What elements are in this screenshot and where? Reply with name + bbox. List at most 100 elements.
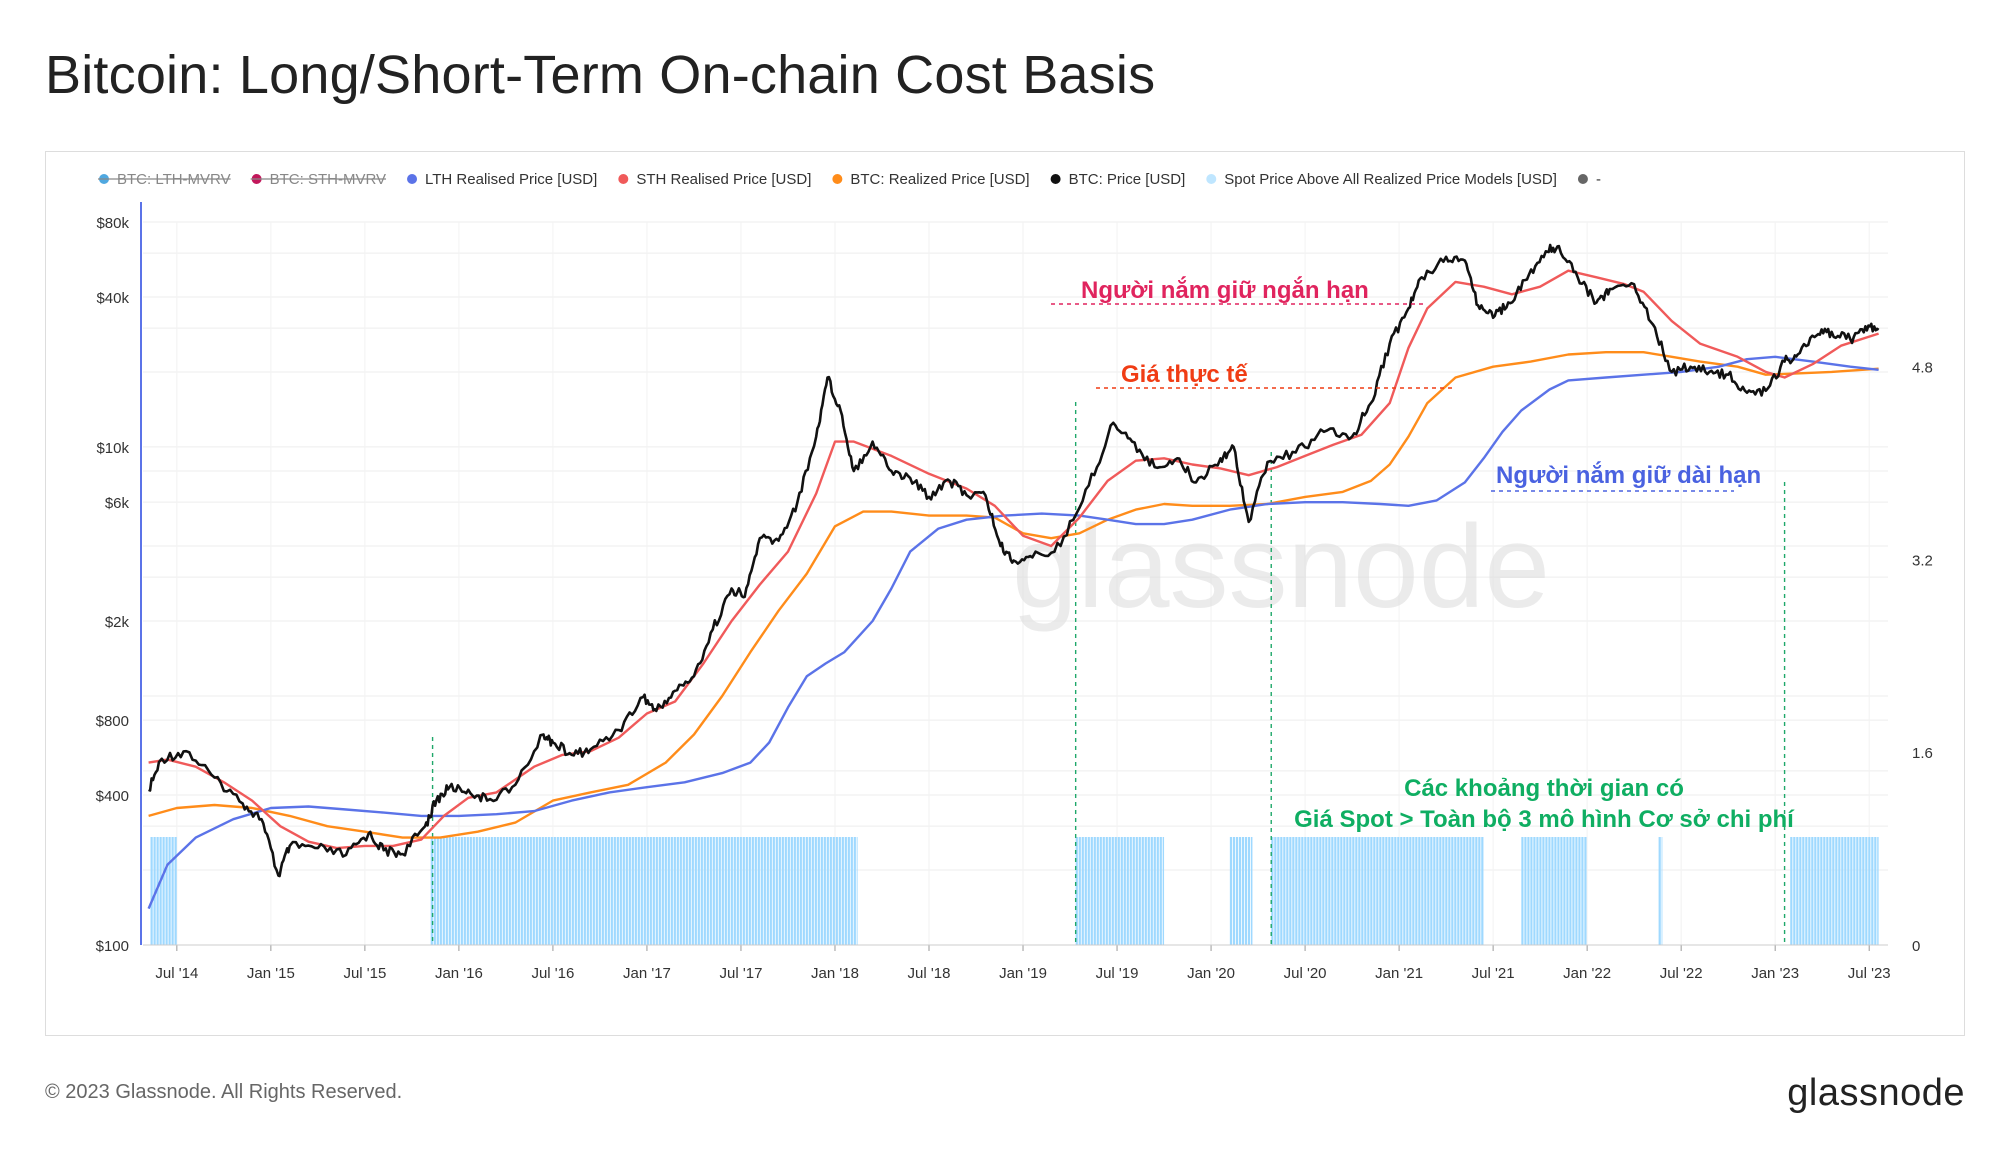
spot-above-stripe xyxy=(517,837,520,945)
spot-above-stripe xyxy=(1469,837,1472,945)
legend-dot xyxy=(1206,174,1217,184)
spot-above-stripe xyxy=(1144,837,1147,945)
spot-above-stripe xyxy=(613,837,616,945)
spot-above-bar xyxy=(1075,837,1165,945)
spot-above-stripe xyxy=(1409,837,1412,945)
x-tick-label: Jul '15 xyxy=(343,965,386,982)
spot-above-stripe xyxy=(586,837,589,945)
spot-above-stripe xyxy=(805,837,808,945)
spot-above-stripe xyxy=(1120,837,1123,945)
spot-above-stripe xyxy=(1247,837,1251,945)
spot-above-stripe xyxy=(643,837,646,945)
x-tick-label: Jul '23 xyxy=(1848,965,1891,982)
spot-above-stripe xyxy=(736,837,739,945)
grid xyxy=(143,221,1888,946)
spot-above-stripe xyxy=(1364,837,1367,945)
lth-annotation: Người nắm giữ dài hạn xyxy=(1496,461,1761,489)
spot-above-bar xyxy=(1658,837,1663,945)
x-tick-label: Jul '18 xyxy=(908,965,951,982)
spot-above-stripe xyxy=(1337,837,1340,945)
spot-above-stripe xyxy=(1841,837,1844,945)
spot-above-stripe xyxy=(817,837,820,945)
y-tick-label: $80k xyxy=(96,215,129,232)
spot-above-stripe xyxy=(1162,837,1165,945)
spot-above-stripe xyxy=(1075,837,1078,945)
spot-above-stripe xyxy=(637,837,640,945)
legend[interactable]: BTC: LTH-MVRV BTC: STH-MVRV LTH Realised P… xyxy=(98,171,1601,188)
legend-item-7[interactable]: - xyxy=(1577,171,1601,188)
spot-above-stripe xyxy=(1111,837,1114,945)
spot-above-stripe xyxy=(1292,837,1295,945)
spot-above-stripe xyxy=(1280,837,1283,945)
spot-above-stripe xyxy=(1545,837,1548,945)
y-tick-label: $400 xyxy=(96,788,129,805)
glassnode-logo: glassnode xyxy=(1787,1072,1965,1114)
spot-above-stripe xyxy=(1859,837,1862,945)
spot-above-stripe xyxy=(1388,837,1391,945)
x-tick-label: Jan '21 xyxy=(1375,965,1423,982)
spot-above-stripe xyxy=(823,837,826,945)
spot-above-stripe xyxy=(1865,837,1868,945)
spot-above-stripe xyxy=(442,837,445,945)
y-tick-label: $2k xyxy=(105,614,130,631)
legend-item-6[interactable]: Spot Price Above All Realized Price Mode… xyxy=(1206,171,1557,188)
spot-above-stripe xyxy=(556,837,559,945)
legend-item-3[interactable]: STH Realised Price [USD] xyxy=(618,171,811,188)
legend-item-2[interactable]: LTH Realised Price [USD] xyxy=(407,171,597,188)
spot-above-stripe xyxy=(1123,837,1126,945)
spot-above-stripe xyxy=(547,837,550,945)
spot-above-stripe xyxy=(1394,837,1397,945)
legend-item-5[interactable]: BTC: Price [USD] xyxy=(1050,171,1186,188)
spot-above-stripe xyxy=(796,837,799,945)
periods-annotation-line1: Các khoảng thời gian có xyxy=(1404,775,1684,802)
spot-above-stripe xyxy=(685,837,688,945)
legend-item-4[interactable]: BTC: Realized Price [USD] xyxy=(832,171,1030,188)
spot-above-stripe xyxy=(826,837,829,945)
spot-above-stripe xyxy=(676,837,679,945)
spot-above-stripe xyxy=(174,837,177,945)
spot-above-stripe xyxy=(787,837,790,945)
spot-above-stripe xyxy=(793,837,796,945)
spot-above-stripe xyxy=(1334,837,1337,945)
spot-above-stripe xyxy=(508,837,511,945)
x-tick-label: Jan '16 xyxy=(435,965,483,982)
spot-above-stripe xyxy=(709,837,712,945)
spot-above-stripe xyxy=(835,837,838,945)
spot-above-stripe xyxy=(1871,837,1874,945)
spot-above-stripe xyxy=(1481,837,1484,945)
spot-above-stripe xyxy=(1802,837,1805,945)
spot-above-stripe xyxy=(1575,837,1578,945)
spot-above-stripe xyxy=(1132,837,1135,945)
spot-above-stripe xyxy=(571,837,574,945)
realized-annotation: Giá thực tế xyxy=(1121,361,1248,388)
spot-above-stripe xyxy=(1424,837,1427,945)
spot-above-stripe xyxy=(844,837,847,945)
chart-svg: BTC: LTH-MVRV BTC: STH-MVRV LTH Realised P… xyxy=(96,171,1933,982)
spot-above-stripe xyxy=(619,837,622,945)
spot-above-stripe xyxy=(550,837,553,945)
spot-above-stripe xyxy=(1826,837,1829,945)
spot-above-stripe xyxy=(634,837,637,945)
spot-above-stripe xyxy=(171,837,174,945)
legend-item-0[interactable]: BTC: LTH-MVRV xyxy=(98,171,231,188)
spot-above-stripe xyxy=(778,837,781,945)
spot-above-stripe xyxy=(526,837,529,945)
spot-above-stripe xyxy=(1527,837,1530,945)
spot-above-stripe xyxy=(1319,837,1322,945)
spot-above-bars xyxy=(150,837,1879,945)
spot-above-stripe xyxy=(454,837,457,945)
spot-above-stripe xyxy=(1569,837,1572,945)
spot-above-stripe xyxy=(1557,837,1560,945)
spot-above-stripe xyxy=(562,837,565,945)
spot-above-stripe xyxy=(1358,837,1361,945)
spot-above-stripe xyxy=(700,837,703,945)
spot-above-stripe xyxy=(1805,837,1808,945)
spot-above-stripe xyxy=(156,837,159,945)
spot-above-stripe xyxy=(1548,837,1551,945)
spot-above-stripe xyxy=(1793,837,1796,945)
spot-above-bar xyxy=(1790,837,1879,945)
legend-item-1[interactable]: BTC: STH-MVRV xyxy=(250,171,387,188)
spot-above-stripe xyxy=(712,837,715,945)
annotations: Người nắm giữ ngắn hạn Giá thực tế Người… xyxy=(1051,276,1795,833)
spot-above-stripe xyxy=(832,837,835,945)
